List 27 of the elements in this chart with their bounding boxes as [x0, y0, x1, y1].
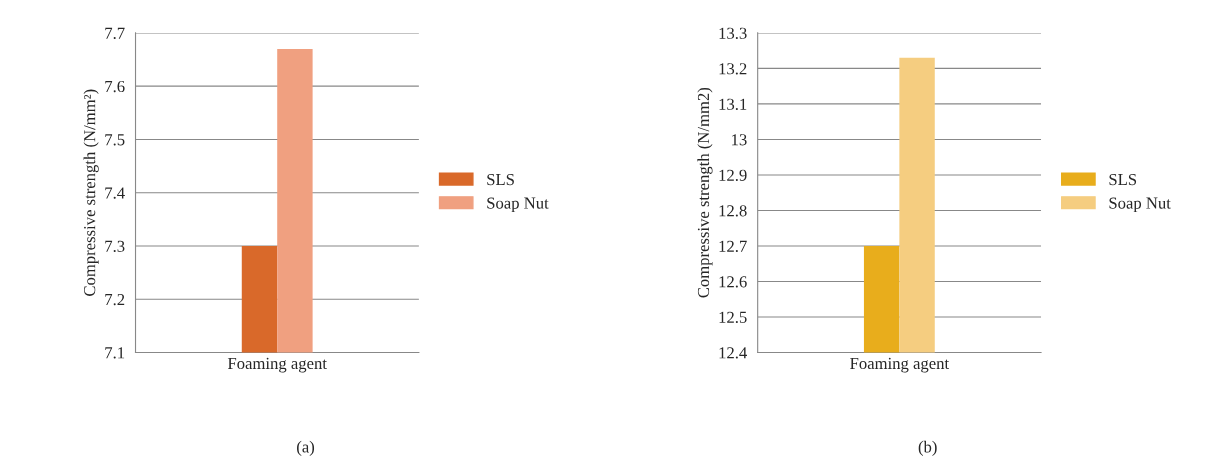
y-tick-label: 7.5: [105, 134, 125, 146]
y-tick-label: 7.1: [105, 347, 125, 359]
y-tick-label: 12.8: [719, 205, 747, 217]
y-tick-label: 12.9: [719, 169, 747, 181]
y-tick-label: 12.6: [719, 276, 747, 288]
y-tick-label: 13.2: [719, 63, 747, 75]
y-tick-label: 7.3: [105, 240, 125, 252]
y-tick-label: 7.7: [105, 27, 125, 39]
y-tick-label: 12.7: [719, 240, 747, 252]
y-tick-label: 12.5: [719, 311, 747, 324]
y-tick-label: 7.2: [105, 293, 125, 306]
x-tick-label: Foaming agent: [850, 357, 950, 373]
text: (a): [297, 440, 315, 456]
text: (b): [918, 440, 937, 456]
y-tick-label: 12.4: [719, 347, 747, 359]
y-tick-label: 7.6: [105, 80, 125, 93]
legend-label: SLS: [1109, 173, 1137, 186]
y-tick-label: 7.4: [105, 187, 125, 199]
y-tick-label: 13: [732, 134, 747, 146]
legend-label: SLS: [487, 173, 514, 186]
y-axis-title: Compressive strength (N/mm²): [83, 89, 99, 296]
y-tick-label: 13.3: [719, 27, 747, 39]
legend-label: Soap Nut: [487, 197, 549, 213]
legend-label: Soap Nut: [1109, 197, 1171, 213]
y-tick-label: 13.1: [719, 98, 747, 110]
y-axis-title: Compressive strength (N/mm2): [697, 87, 713, 298]
x-tick-label: Foaming agent: [227, 357, 327, 373]
